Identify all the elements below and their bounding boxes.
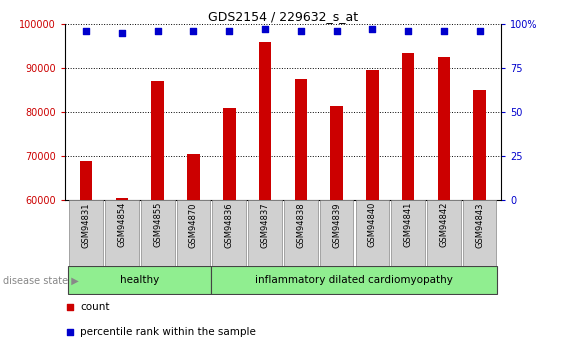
- Point: [82, 28, 91, 34]
- Point: [261, 27, 270, 32]
- Bar: [151, 81, 164, 200]
- Bar: [223, 108, 235, 200]
- Bar: [402, 53, 414, 200]
- Bar: [473, 90, 486, 200]
- Text: percentile rank within the sample: percentile rank within the sample: [80, 327, 256, 336]
- Bar: [68, 266, 211, 294]
- Point: [439, 28, 448, 34]
- Text: GSM94839: GSM94839: [332, 202, 341, 248]
- Text: GSM94843: GSM94843: [475, 202, 484, 248]
- Text: GSM94831: GSM94831: [82, 202, 91, 248]
- Bar: [294, 79, 307, 200]
- Bar: [427, 200, 461, 266]
- Text: GSM94841: GSM94841: [404, 202, 413, 247]
- Bar: [105, 200, 138, 266]
- Bar: [187, 154, 200, 200]
- Point: [65, 304, 74, 309]
- Point: [296, 28, 305, 34]
- Title: GDS2154 / 229632_s_at: GDS2154 / 229632_s_at: [208, 10, 358, 23]
- Bar: [116, 198, 128, 200]
- Text: disease state ▶: disease state ▶: [3, 275, 79, 285]
- Bar: [69, 200, 103, 266]
- Text: GSM94836: GSM94836: [225, 202, 234, 248]
- Text: GSM94855: GSM94855: [153, 202, 162, 247]
- Text: inflammatory dilated cardiomyopathy: inflammatory dilated cardiomyopathy: [256, 275, 453, 285]
- Bar: [248, 200, 282, 266]
- Text: healthy: healthy: [120, 275, 159, 285]
- Point: [118, 30, 127, 36]
- Bar: [320, 200, 354, 266]
- Point: [332, 28, 341, 34]
- Text: GSM94870: GSM94870: [189, 202, 198, 248]
- Bar: [141, 200, 175, 266]
- Bar: [212, 200, 246, 266]
- Bar: [391, 200, 425, 266]
- Point: [153, 28, 162, 34]
- Text: count: count: [80, 302, 109, 312]
- Bar: [177, 200, 211, 266]
- Text: GSM94838: GSM94838: [296, 202, 305, 248]
- Bar: [463, 200, 497, 266]
- Point: [65, 329, 74, 334]
- Text: GSM94837: GSM94837: [261, 202, 270, 248]
- Point: [475, 28, 484, 34]
- Point: [404, 28, 413, 34]
- Bar: [355, 200, 389, 266]
- Bar: [80, 160, 92, 200]
- Point: [368, 27, 377, 32]
- Bar: [211, 266, 498, 294]
- Text: GSM94842: GSM94842: [439, 202, 448, 247]
- Bar: [437, 57, 450, 200]
- Point: [225, 28, 234, 34]
- Text: GSM94854: GSM94854: [118, 202, 127, 247]
- Bar: [284, 200, 318, 266]
- Text: GSM94840: GSM94840: [368, 202, 377, 247]
- Bar: [259, 42, 271, 200]
- Bar: [330, 106, 343, 200]
- Point: [189, 28, 198, 34]
- Bar: [366, 70, 378, 200]
